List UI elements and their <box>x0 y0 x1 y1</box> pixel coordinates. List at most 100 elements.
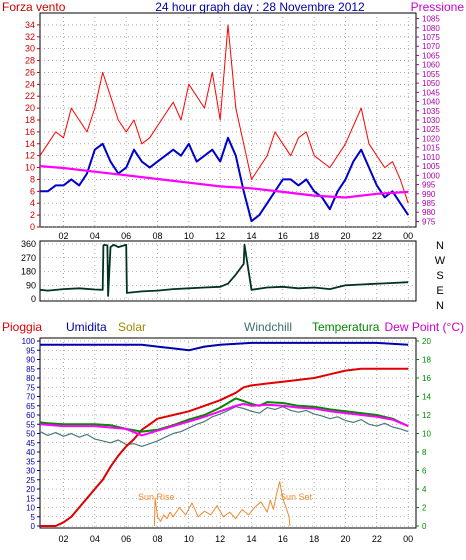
bot-right-tick-label: 12 <box>422 411 431 420</box>
bot-right-tick-label: 16 <box>422 374 431 383</box>
bot-left-tick-label: 25 <box>26 476 35 485</box>
top-left-tick-label: 32 <box>25 32 35 42</box>
bot-left-tick-label: 5 <box>31 513 36 522</box>
bot-left-tick-label: 70 <box>26 393 35 402</box>
bot-x-tick-label: 04 <box>90 534 100 544</box>
legend-windchill: Windchill <box>244 320 292 334</box>
bot-x-tick-label: 14 <box>246 534 256 544</box>
top-right-tick-label: 1040 <box>422 98 440 107</box>
bot-right-tick-label: 8 <box>422 448 427 457</box>
bot-x-tick-label: 20 <box>340 534 350 544</box>
legend-solar: Solar <box>118 320 146 334</box>
bot-left-tick-label: 20 <box>26 485 35 494</box>
bot-x-tick-label: 08 <box>152 534 162 544</box>
top-right-tick-label: 1025 <box>422 125 440 134</box>
bot-left-tick-label: 80 <box>26 374 35 383</box>
top-x-tick-label: 22 <box>372 231 382 241</box>
bot-left-tick-label: 95 <box>26 346 35 355</box>
bot-left-tick-label: 90 <box>26 356 35 365</box>
bot-right-tick-label: 0 <box>422 522 427 531</box>
top-left-tick-label: 10 <box>25 163 35 173</box>
mid-series <box>39 243 409 297</box>
top-series <box>39 24 410 223</box>
top-right-tick-label: 1045 <box>422 88 440 97</box>
top-right-tick-label: 975 <box>422 217 436 226</box>
top-left-tick-label: 0 <box>30 222 35 232</box>
top-x-tick-label: 00 <box>403 231 413 241</box>
bot-right-tick-label: 20 <box>422 337 431 346</box>
top-x-tick-label: 08 <box>152 231 162 241</box>
top-right-axis: 9759809859909951000100510101015102010251… <box>416 15 440 226</box>
mid-left-tick-label: 90 <box>26 280 36 290</box>
top-x-tick-label: 14 <box>246 231 256 241</box>
top-x-tick-label: 20 <box>340 231 350 241</box>
mid-left-tick-label: 270 <box>21 253 36 263</box>
bot-left-tick-label: 45 <box>26 439 35 448</box>
bot-left-tick-label: 65 <box>26 402 35 411</box>
top-right-tick-label: 1015 <box>422 144 440 153</box>
bot-left-tick-label: 50 <box>26 430 35 439</box>
bot-x-tick-label: 06 <box>121 534 131 544</box>
top-left-tick-label: 2 <box>30 210 35 220</box>
series-rain <box>40 367 409 527</box>
series-pressure <box>39 165 409 199</box>
bot-left-tick-label: 40 <box>26 448 35 457</box>
bot-left-tick-label: 0 <box>31 522 36 531</box>
bot-left-tick-label: 75 <box>26 383 35 392</box>
bot-right-tick-label: 6 <box>422 467 427 476</box>
series-solar <box>153 481 291 527</box>
bot-left-tick-label: 15 <box>26 494 35 503</box>
top-right-tick-label: 1010 <box>422 153 440 162</box>
top-right-tick-label: 1070 <box>422 42 440 51</box>
top-x-tick-label: 04 <box>90 231 100 241</box>
bot-grid <box>40 338 416 528</box>
series-humidity <box>40 341 409 352</box>
legend-rain: Pioggia <box>2 320 42 334</box>
mid-grid <box>40 241 416 301</box>
top-right-tick-label: 1005 <box>422 162 440 171</box>
top-x-tick-label: 06 <box>121 231 131 241</box>
bot-right-tick-label: 10 <box>422 430 431 439</box>
top-left-tick-label: 14 <box>25 139 35 149</box>
bot-left-tick-label: 10 <box>26 504 35 513</box>
top-left-tick-label: 18 <box>25 115 35 125</box>
top-right-axis-title: Pressione <box>411 0 465 14</box>
bot-right-tick-label: 2 <box>422 504 427 513</box>
top-left-tick-label: 22 <box>25 91 35 101</box>
bot-right-tick-label: 14 <box>422 393 431 402</box>
compass-label: E <box>436 285 443 297</box>
top-right-tick-label: 1050 <box>422 79 440 88</box>
bot-x-tick-label: 16 <box>278 534 288 544</box>
top-right-tick-label: 1060 <box>422 61 440 70</box>
mid-plot-frame <box>39 240 417 302</box>
top-right-tick-label: 995 <box>422 181 436 190</box>
top-left-tick-label: 12 <box>25 151 35 161</box>
series-temperature <box>39 397 409 433</box>
top-right-tick-label: 1065 <box>422 51 440 60</box>
legend-dewpoint: Dew Point (°C) <box>385 320 464 334</box>
top-x-tick-label: 16 <box>278 231 288 241</box>
compass-label: N <box>436 240 444 252</box>
top-left-tick-label: 20 <box>25 103 35 113</box>
top-left-tick-label: 4 <box>30 198 35 208</box>
bot-x-tick-label: 00 <box>403 534 413 544</box>
series-wind-direction <box>39 243 409 297</box>
bot-left-tick-label: 100 <box>22 337 36 346</box>
series-wind-avg <box>40 136 410 223</box>
bot-x-tick-label: 12 <box>215 534 225 544</box>
top-x-tick-label: 18 <box>309 231 319 241</box>
top-left-tick-label: 8 <box>30 174 35 184</box>
top-x-tick-label: 10 <box>184 231 194 241</box>
top-left-axis-title: Forza vento <box>2 0 66 14</box>
top-right-tick-label: 990 <box>422 190 436 199</box>
bot-right-axis: 0 2 4 6 8 10 12 14 16 18 20 <box>416 337 431 531</box>
top-right-tick-label: 1085 <box>422 15 440 24</box>
top-right-tick-label: 985 <box>422 199 436 208</box>
mid-left-tick-label: 0 <box>31 294 36 304</box>
